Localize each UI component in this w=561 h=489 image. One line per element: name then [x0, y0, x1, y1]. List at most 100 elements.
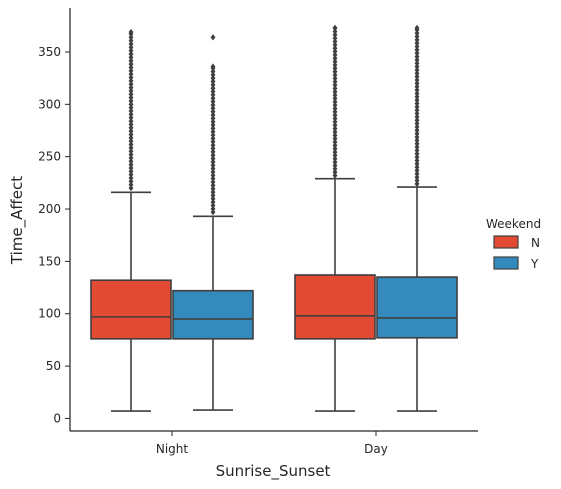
outlier-point: [414, 90, 420, 97]
outlier-point: [332, 68, 338, 75]
outlier-point: [210, 138, 216, 146]
y-axis-title: Time_Affect: [8, 176, 27, 265]
outlier-point: [128, 84, 134, 91]
y-tick-label: 150: [38, 254, 61, 268]
outlier-point: [332, 58, 338, 65]
outlier-point: [414, 73, 420, 80]
outlier-point: [332, 85, 338, 92]
outlier-point: [128, 40, 134, 48]
outlier-point: [332, 155, 338, 162]
x-ticks: Night Day: [156, 431, 388, 456]
outlier-point: [128, 127, 134, 135]
outlier-point: [332, 172, 338, 179]
outlier-point: [128, 97, 134, 105]
outlier-point: [210, 198, 216, 206]
outlier-point: [128, 47, 134, 54]
outlier-point: [414, 170, 420, 178]
outlier-point: [210, 78, 216, 85]
outlier-point: [128, 184, 134, 192]
outlier-point: [210, 141, 216, 149]
outlier-point: [128, 74, 134, 81]
outlier-point: [332, 51, 338, 59]
outlier-point: [128, 174, 134, 182]
outlier-point: [210, 165, 216, 172]
outlier-point: [414, 50, 420, 57]
outlier-point: [414, 56, 420, 64]
box-night-y: [172, 289, 254, 340]
outlier-point: [332, 145, 338, 152]
outlier-point: [210, 34, 216, 41]
outlier-point: [414, 76, 420, 84]
outlier-point: [128, 107, 134, 115]
outlier-point: [414, 123, 420, 131]
outlier-point: [128, 141, 134, 148]
outlier-point: [128, 37, 134, 44]
outlier-point: [210, 105, 216, 112]
outlier-point: [414, 70, 420, 77]
box-day-n: [294, 274, 376, 340]
outlier-point: [128, 121, 134, 128]
x-tick-label: Day: [364, 442, 388, 456]
outlier-point: [210, 128, 216, 135]
outlier-point: [210, 145, 216, 152]
outlier-point: [414, 60, 420, 67]
y-tick-label: 200: [38, 202, 61, 216]
outlier-point: [128, 28, 134, 36]
outlier-point: [210, 182, 216, 189]
outlier-point: [332, 142, 338, 149]
outlier-point: [210, 121, 216, 129]
outlier-point: [210, 88, 216, 95]
outlier-point: [414, 96, 420, 104]
outlier-point: [210, 108, 216, 115]
outlier-point: [332, 105, 338, 112]
outlier-point: [332, 88, 338, 95]
outlier-point: [128, 131, 134, 138]
outlier-point: [332, 158, 338, 166]
outlier-point: [332, 132, 338, 139]
outlier-point: [414, 133, 420, 141]
outlier-point: [414, 33, 420, 40]
outlier-point: [210, 188, 216, 196]
y-tick-label: 300: [38, 97, 61, 111]
y-tick-label: 250: [38, 150, 61, 164]
outlier-point: [128, 104, 134, 111]
outlier-point: [332, 108, 338, 116]
outlier-point: [414, 100, 420, 107]
outlier-point: [414, 160, 420, 167]
outlier-point: [332, 101, 338, 109]
outlier-point: [414, 63, 420, 70]
outlier-point: [210, 205, 216, 213]
outlier-point: [414, 147, 420, 154]
outlier-point: [332, 31, 338, 39]
outlier-point: [414, 163, 420, 171]
outlier-point: [210, 158, 216, 166]
outlier-point: [332, 165, 338, 173]
outlier-point: [332, 135, 338, 142]
outlier-point: [128, 44, 134, 51]
outlier-point: [414, 120, 420, 127]
outlier-point: [414, 167, 420, 174]
outlier-point: [414, 86, 420, 94]
outlier-point: [414, 117, 420, 124]
outlier-point: [210, 172, 216, 179]
outlier-point: [414, 174, 420, 181]
outlier-point: [332, 91, 338, 99]
outlier-point: [414, 137, 420, 144]
outlier-point: [128, 50, 134, 58]
outlier-point: [210, 63, 216, 70]
outlier-point: [210, 148, 216, 156]
outlier-point: [210, 125, 216, 132]
outlier-point: [210, 111, 216, 119]
legend-title: Weekend: [486, 217, 541, 231]
outlier-point: [128, 181, 134, 188]
outlier-point: [414, 24, 420, 32]
outlier-point: [128, 64, 134, 71]
y-tick-label: 100: [38, 307, 61, 321]
outlier-point: [414, 113, 420, 121]
outlier-group: [332, 24, 338, 179]
outlier-point: [332, 115, 338, 122]
y-tick-label: 50: [46, 359, 61, 373]
outlier-point: [128, 154, 134, 162]
outlier-point: [332, 65, 338, 72]
